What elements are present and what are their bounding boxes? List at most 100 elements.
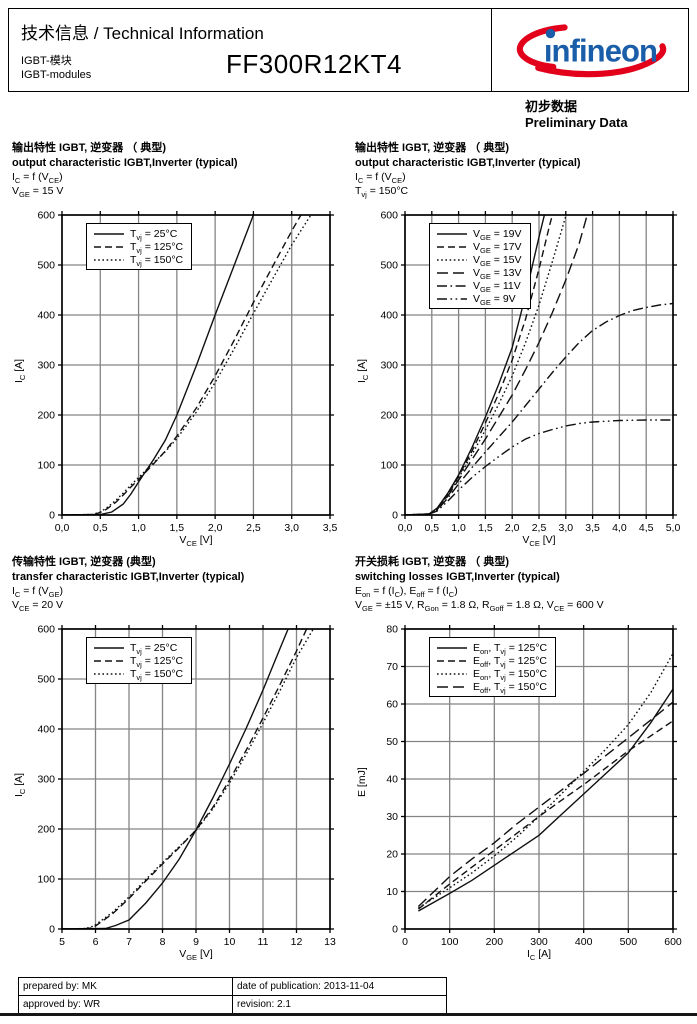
svg-text:40: 40 bbox=[386, 774, 398, 786]
svg-text:300: 300 bbox=[380, 360, 398, 372]
svg-text:2,5: 2,5 bbox=[532, 522, 547, 534]
logo-box: ınfineon bbox=[491, 8, 689, 92]
svg-text:1,5: 1,5 bbox=[170, 522, 185, 534]
svg-text:0: 0 bbox=[49, 510, 55, 522]
chart-canvas: 0,0 0,5 1,0 1,5 2,0 2,5 3,0 3,5 4,0 4,5 5,0 0 100 200… bbox=[380, 210, 681, 535]
legend-line-sample bbox=[437, 258, 467, 261]
legend-label: Tvj = 150°C bbox=[130, 253, 184, 268]
legend-line-sample bbox=[437, 245, 467, 248]
svg-text:8: 8 bbox=[160, 936, 166, 948]
chart-canvas: 5 6 7 8 9 10 11 12 13 0 100 200 300 400 500 600 bbox=[37, 624, 336, 949]
legend-label: Tvj = 125°C bbox=[130, 240, 184, 255]
chart-block-output-characteristic-temps: 输出特性 IGBT, 逆变器 （ 典型) output characterist… bbox=[12, 141, 352, 555]
svg-text:100: 100 bbox=[380, 460, 398, 472]
svg-text:0,5: 0,5 bbox=[424, 522, 439, 534]
svg-text:100: 100 bbox=[441, 936, 459, 948]
x-axis-label: VGE [V] bbox=[179, 948, 213, 963]
svg-text:200: 200 bbox=[486, 936, 504, 948]
svg-text:50: 50 bbox=[386, 736, 398, 748]
revision-cell: revision: 2.1 bbox=[232, 995, 447, 1014]
svg-text:500: 500 bbox=[37, 260, 55, 272]
page-bottom-rule bbox=[0, 1013, 697, 1016]
document-footer-table: prepared by: MK date of publication: 201… bbox=[18, 977, 447, 1014]
legend-line-sample bbox=[437, 232, 467, 235]
legend-line-sample bbox=[437, 685, 467, 688]
svg-text:3,0: 3,0 bbox=[558, 522, 573, 534]
legend-line-sample bbox=[437, 271, 467, 274]
y-axis-label: IC [A] bbox=[356, 358, 371, 383]
svg-text:5: 5 bbox=[59, 936, 65, 948]
svg-text:600: 600 bbox=[664, 936, 682, 948]
svg-text:400: 400 bbox=[37, 310, 55, 322]
legend-label: VGE = 17V bbox=[473, 240, 522, 255]
legend-label: Tvj = 25°C bbox=[130, 641, 178, 656]
svg-text:20: 20 bbox=[386, 849, 398, 861]
legend-line-sample bbox=[94, 232, 124, 235]
chart-title-en: transfer characteristic IGBT,Inverter (t… bbox=[12, 571, 245, 583]
legend-label: VGE = 11V bbox=[473, 279, 521, 294]
page-title: 技术信息 / Technical Information bbox=[21, 24, 264, 43]
svg-text:2,0: 2,0 bbox=[505, 522, 520, 534]
legend-label: Tvj = 150°C bbox=[130, 667, 184, 682]
legend-item: Eon, Tvj = 150°C bbox=[436, 667, 547, 681]
svg-text:400: 400 bbox=[575, 936, 593, 948]
legend-label: Eoff, Tvj = 125°C bbox=[473, 654, 547, 669]
chart-legend: Tvj = 25°C Tvj = 125°C Tvj = 150°C bbox=[86, 637, 193, 684]
svg-text:100: 100 bbox=[37, 460, 55, 472]
legend-line-sample bbox=[437, 284, 467, 287]
y-axis-label: IC [A] bbox=[13, 772, 28, 797]
legend-item: Tvj = 150°C bbox=[93, 667, 184, 682]
legend-label: Eon, Tvj = 125°C bbox=[473, 641, 548, 656]
legend-line-sample bbox=[437, 646, 467, 649]
chart-title-cn: 输出特性 IGBT, 逆变器 （ 典型) bbox=[355, 142, 509, 154]
svg-text:500: 500 bbox=[620, 936, 638, 948]
part-number: FF300R12KT4 bbox=[225, 49, 403, 79]
svg-text:0: 0 bbox=[49, 924, 55, 936]
chart-title-cn: 开关损耗 IGBT, 逆变器 （ 典型) bbox=[355, 556, 509, 568]
chart-condition: VGE = 15 V bbox=[12, 184, 64, 199]
date-of-publication-cell: date of publication: 2013-11-04 bbox=[232, 977, 447, 996]
svg-text:600: 600 bbox=[380, 210, 398, 222]
svg-text:4,5: 4,5 bbox=[639, 522, 654, 534]
svg-text:0,0: 0,0 bbox=[398, 522, 413, 534]
legend-line-sample bbox=[94, 245, 124, 248]
preliminary-data-en: Preliminary Data bbox=[525, 115, 628, 130]
svg-text:6: 6 bbox=[93, 936, 99, 948]
legend-line-sample bbox=[437, 659, 467, 662]
svg-text:30: 30 bbox=[386, 811, 398, 823]
legend-line-sample bbox=[437, 297, 467, 300]
legend-line-sample bbox=[94, 258, 124, 261]
transfer-characteristic-chart: 5 6 7 8 9 10 11 12 13 0 100 200 300 400 500 600 Tvj = 25… bbox=[12, 617, 346, 969]
preliminary-data-cn: 初步数据 bbox=[525, 99, 578, 114]
legend-item: Eoff, Tvj = 125°C bbox=[436, 654, 547, 669]
legend-item: VGE = 19V bbox=[436, 227, 522, 241]
svg-text:60: 60 bbox=[386, 699, 398, 711]
svg-text:5,0: 5,0 bbox=[666, 522, 681, 534]
svg-text:2,0: 2,0 bbox=[208, 522, 223, 534]
svg-text:3,0: 3,0 bbox=[284, 522, 299, 534]
output-characteristic-vge-chart: 0,0 0,5 1,0 1,5 2,0 2,5 3,0 3,5 4,0 4,5 5,0 0 100 200… bbox=[355, 203, 689, 555]
legend-item: Tvj = 25°C bbox=[93, 227, 183, 241]
chart-title-en: switching losses IGBT,Inverter (typical) bbox=[355, 571, 560, 583]
chart-title-en: output characteristic IGBT,Inverter (typ… bbox=[355, 157, 581, 169]
legend-label: VGE = 13V bbox=[473, 266, 522, 281]
svg-text:100: 100 bbox=[37, 874, 55, 886]
svg-text:70: 70 bbox=[386, 661, 398, 673]
x-axis-label: IC [A] bbox=[526, 948, 552, 963]
svg-text:0: 0 bbox=[392, 924, 398, 936]
legend-item: Eon, Tvj = 125°C bbox=[436, 641, 548, 656]
chart-block-switching-losses: 开关损耗 IGBT, 逆变器 （ 典型) switching losses IG… bbox=[355, 555, 695, 969]
legend-item: Tvj = 125°C bbox=[93, 240, 184, 255]
chart-block-transfer-characteristic: 传输特性 IGBT, 逆变器 (典型) transfer characteris… bbox=[12, 555, 352, 969]
svg-text:4,0: 4,0 bbox=[612, 522, 627, 534]
chart-title-en: output characteristic IGBT,Inverter (typ… bbox=[12, 157, 238, 169]
x-axis-label: VCE [V] bbox=[179, 534, 213, 549]
svg-text:12: 12 bbox=[291, 936, 303, 948]
svg-text:400: 400 bbox=[380, 310, 398, 322]
output-characteristic-temps-chart: 0,0 0,5 1,0 1,5 2,0 2,5 3,0 3,5 0 100 200 300 400 500… bbox=[12, 203, 346, 555]
svg-text:2,5: 2,5 bbox=[246, 522, 261, 534]
approved-by-cell: approved by: WR bbox=[18, 995, 233, 1014]
chart-title-cn: 传输特性 IGBT, 逆变器 (典型) bbox=[12, 556, 156, 568]
chart-condition: VGE = ±15 V, RGon = 1.8 Ω, RGoff = 1.8 Ω… bbox=[355, 598, 604, 613]
